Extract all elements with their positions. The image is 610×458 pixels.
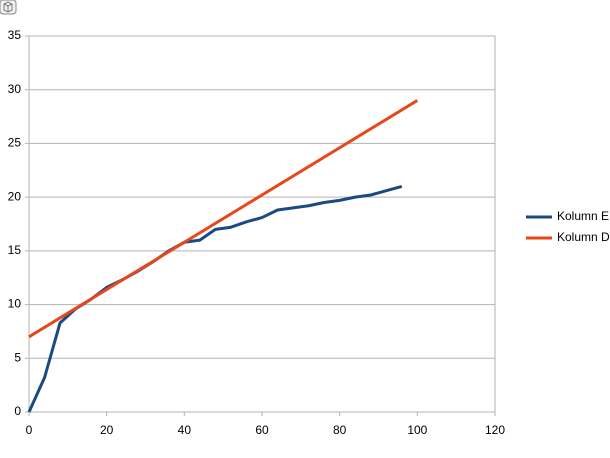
x-tick-label: 20	[100, 423, 114, 437]
x-tick-label: 100	[407, 423, 427, 437]
y-tick-label: 30	[8, 82, 22, 96]
x-tick-label: 60	[255, 423, 269, 437]
y-tick-label: 35	[8, 28, 22, 42]
x-tick-label: 80	[333, 423, 347, 437]
y-tick-label: 25	[8, 136, 22, 150]
legend-label: Kolumn E	[557, 209, 609, 223]
y-tick-label: 10	[8, 297, 22, 311]
x-tick-label: 0	[26, 423, 33, 437]
y-tick-label: 20	[8, 189, 22, 203]
y-tick-label: 5	[14, 350, 21, 364]
line-series	[28, 99, 419, 339]
y-tick-label: 15	[8, 243, 22, 257]
x-tick-label: 120	[485, 423, 505, 437]
legend-label: Kolumn D	[557, 230, 610, 244]
y-tick-label: 0	[14, 404, 21, 418]
line-series	[27, 184, 403, 413]
icon-cube	[3, 1, 13, 13]
x-tick-label: 40	[178, 423, 192, 437]
